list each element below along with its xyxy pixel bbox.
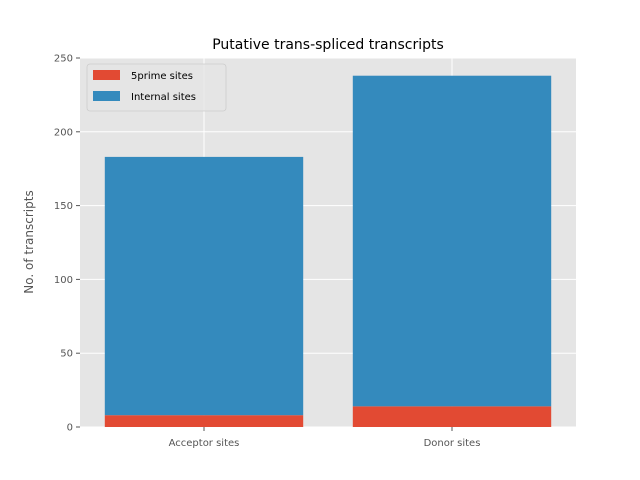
legend-swatch: [93, 91, 120, 101]
y-tick-label: 50: [60, 349, 73, 360]
legend-swatch: [93, 70, 120, 80]
y-tick-label: 200: [54, 127, 73, 138]
x-tick-label: Donor sites: [424, 438, 481, 449]
bar-5prime-0: [104, 415, 304, 427]
bar-internal-0: [104, 156, 304, 416]
bar-internal-1: [352, 75, 552, 407]
bars: [104, 75, 552, 427]
legend: 5prime sites Internal sites: [86, 63, 227, 112]
chart-title: Putative trans-spliced transcripts: [212, 37, 444, 53]
x-tick-label: Acceptor sites: [169, 438, 240, 449]
y-tick-label: 250: [54, 54, 73, 65]
legend-box: [86, 63, 227, 112]
legend-label: Internal sites: [131, 92, 196, 103]
y-tick-label: 0: [67, 423, 73, 434]
x-axis-ticks: Acceptor sites Donor sites: [169, 427, 481, 449]
y-axis-label: No. of transcripts: [22, 190, 36, 293]
bar-5prime-1: [352, 406, 552, 427]
y-tick-label: 150: [54, 201, 73, 212]
y-tick-label: 100: [54, 275, 73, 286]
y-axis-ticks: 0 50 100 150 200 250: [54, 54, 80, 434]
legend-label: 5prime sites: [131, 71, 193, 82]
